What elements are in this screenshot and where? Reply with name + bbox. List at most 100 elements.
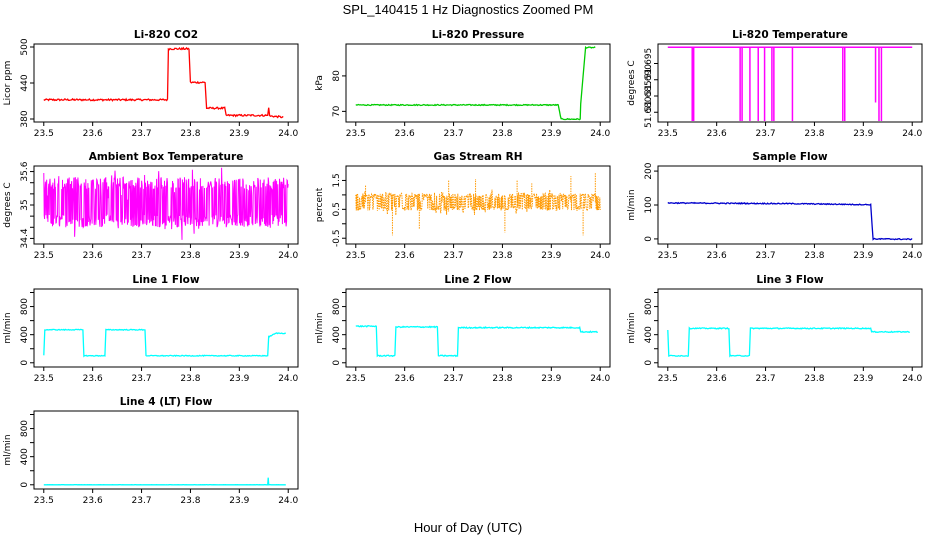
x-tick-label: 23.5 (34, 129, 54, 139)
x-tick-label: 23.9 (229, 374, 249, 384)
y-tick-label: 80 (332, 70, 342, 82)
series-line (43, 477, 286, 486)
series-line (355, 189, 601, 216)
x-tick-label: 23.5 (34, 374, 54, 384)
x-tick-label: 23.6 (707, 374, 727, 384)
panel-9: Line 4 (LT) Flow ml/min 23.5 23.6 23.7 23.8 23… (3, 396, 299, 506)
y-tick-label: 800 (332, 298, 342, 315)
series (667, 326, 911, 358)
y-tick-label: 51.685 (644, 80, 654, 112)
figure-xlabel: Hour of Day (UTC) (414, 520, 522, 535)
x-tick-label: 24.0 (278, 129, 298, 139)
x-tick-label: 23.8 (492, 251, 512, 261)
x-tick-label: 24.0 (278, 374, 298, 384)
x-tick-label: 23.6 (707, 129, 727, 139)
panel-title: Line 4 (LT) Flow (120, 396, 213, 408)
y-tick-label: 35.6 (20, 161, 30, 181)
x-tick-label: 23.7 (132, 251, 152, 261)
x-tick-label: 23.8 (492, 129, 512, 139)
plot-frame (33, 410, 299, 490)
series-line (43, 167, 289, 240)
x-tick-label: 24.0 (278, 251, 298, 261)
x-tick-label: 24.0 (590, 251, 610, 261)
y-tick-label: 0 (644, 360, 654, 366)
y-axis-label: ml/min (627, 312, 637, 343)
x-tick-label: 23.6 (395, 251, 415, 261)
y-tick-label: 70 (332, 105, 342, 117)
y-axis-label: ml/min (315, 312, 325, 343)
panel-title: Li-820 Pressure (432, 29, 525, 41)
y-tick-label: 51.680 (644, 96, 654, 128)
plot-frame (33, 43, 299, 123)
series (43, 328, 286, 358)
plot-frame (657, 288, 923, 368)
y-tick-label: 400 (20, 448, 30, 465)
plot-frame (33, 288, 299, 368)
y-axis-label: degrees C (3, 182, 13, 227)
x-tick-label: 23.6 (83, 129, 103, 139)
x-tick-label: 23.5 (658, 374, 678, 384)
y-axis-label: ml/min (3, 434, 13, 465)
x-tick-label: 24.0 (902, 251, 922, 261)
x-tick-label: 23.9 (229, 129, 249, 139)
y-tick-label: 35 (20, 199, 30, 210)
x-tick-label: 23.7 (444, 374, 464, 384)
x-tick-label: 23.8 (804, 374, 824, 384)
x-tick-label: 23.5 (34, 496, 54, 506)
plot-frame (345, 288, 611, 368)
plot-frame (657, 165, 923, 245)
y-axis-label: ml/min (627, 189, 637, 220)
series (355, 324, 599, 358)
y-axis-label: ml/min (3, 312, 13, 343)
x-tick-label: 24.0 (278, 496, 298, 506)
y-tick-label: 800 (20, 298, 30, 315)
panel-4: Gas Stream RH percent 23.5 23.6 23.7 23.8 23.9… (315, 151, 611, 261)
panel-title: Sample Flow (752, 151, 827, 163)
y-tick-label: 51.690 (644, 64, 654, 96)
x-tick-label: 24.0 (902, 129, 922, 139)
y-tick-label: 500 (20, 38, 30, 55)
x-tick-label: 23.7 (444, 251, 464, 261)
x-tick-label: 23.9 (541, 129, 561, 139)
series (43, 167, 289, 240)
x-tick-label: 23.6 (83, 251, 103, 261)
x-tick-label: 23.9 (853, 129, 873, 139)
panel-2: Li-820 Temperature degrees C 23.5 23.6 23.7 2… (627, 29, 923, 139)
y-tick-label: 100 (644, 196, 654, 213)
x-tick-label: 23.5 (346, 251, 366, 261)
x-tick-label: 23.8 (804, 251, 824, 261)
x-tick-label: 23.5 (658, 251, 678, 261)
x-tick-label: 23.8 (180, 374, 200, 384)
plot-frame (345, 165, 611, 245)
y-tick-label: 0 (20, 360, 30, 366)
y-tick-label: 800 (20, 420, 30, 437)
x-tick-label: 23.9 (229, 251, 249, 261)
x-tick-label: 23.5 (346, 374, 366, 384)
y-tick-label: 440 (20, 74, 30, 91)
y-tick-label: 0 (20, 482, 30, 488)
panel-title: Gas Stream RH (433, 151, 522, 163)
x-tick-label: 23.8 (180, 129, 200, 139)
x-tick-label: 23.7 (132, 374, 152, 384)
y-axis-label: percent (315, 187, 325, 222)
x-tick-label: 23.8 (180, 496, 200, 506)
series-line (355, 324, 599, 358)
x-tick-label: 23.7 (756, 129, 776, 139)
series (43, 46, 284, 119)
x-tick-label: 23.5 (658, 129, 678, 139)
panel-title: Line 3 Flow (756, 274, 823, 286)
panel-title: Ambient Box Temperature (89, 151, 244, 163)
x-tick-label: 23.5 (346, 129, 366, 139)
y-axis-label: Licor ppm (3, 61, 13, 106)
x-tick-label: 23.8 (804, 129, 824, 139)
y-tick-label: 34.4 (20, 228, 30, 248)
x-tick-label: 23.9 (229, 496, 249, 506)
y-tick-label: 400 (332, 326, 342, 343)
x-tick-label: 23.9 (541, 374, 561, 384)
panel-title: Li-820 CO2 (134, 29, 198, 41)
panel-7: Line 2 Flow ml/min 23.5 23.6 23.7 23.8 23.9 24.… (315, 274, 611, 384)
x-tick-label: 23.8 (180, 251, 200, 261)
x-tick-label: 23.7 (756, 251, 776, 261)
y-tick-label: 380 (20, 110, 30, 127)
